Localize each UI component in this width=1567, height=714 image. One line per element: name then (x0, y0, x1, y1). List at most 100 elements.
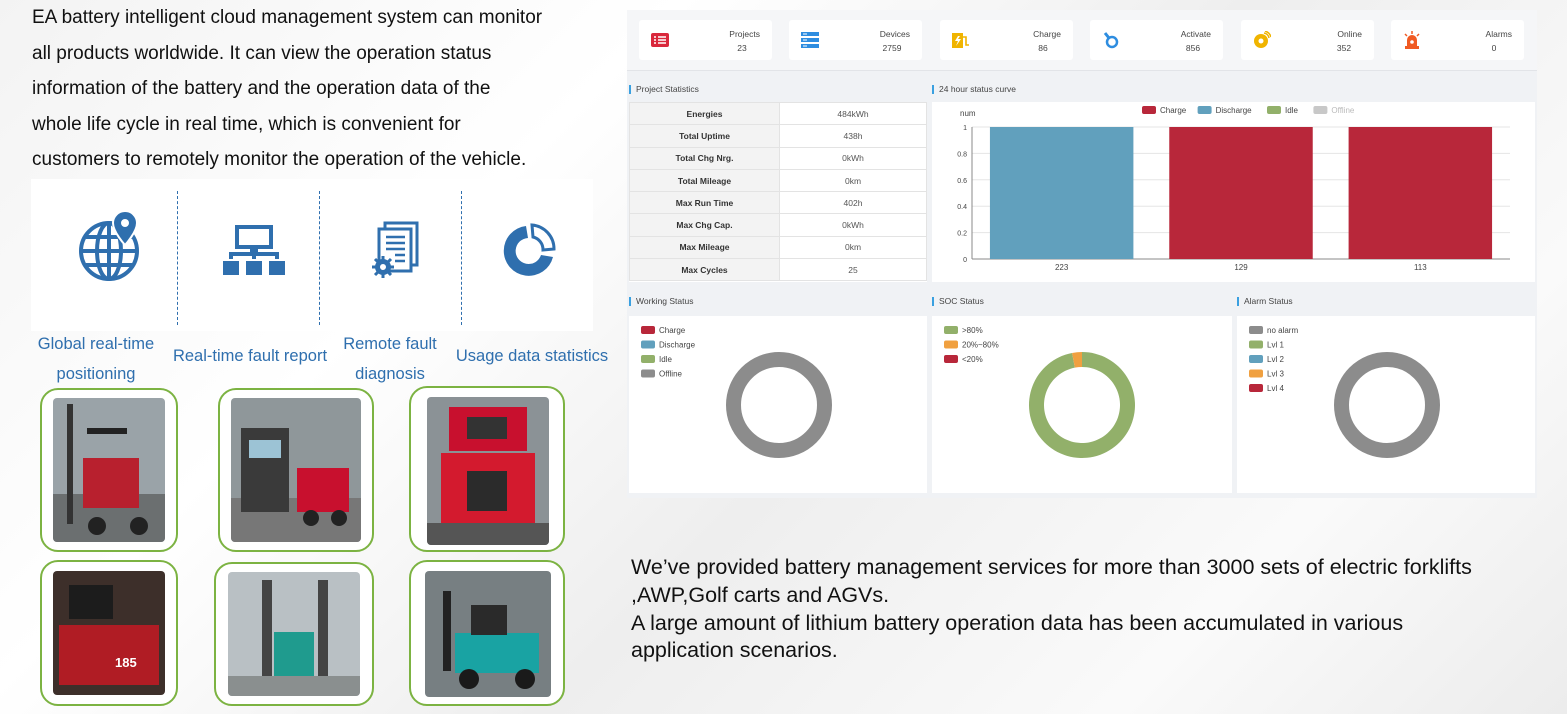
stat-row-value: 25 (779, 258, 927, 282)
photo-forklift-4 (409, 560, 565, 706)
stat-row-value: 0kWh (779, 146, 927, 170)
legend-label: Lvl 2 (1267, 355, 1284, 364)
stat-value: 23 (737, 43, 747, 53)
intro-line: all products worldwide. It can view the … (32, 42, 492, 64)
stat-row: Total Chg Nrg. 0kWh (629, 146, 927, 170)
legend-label: Lvl 4 (1267, 384, 1284, 393)
bottom-paragraph: A large amount of lithium battery operat… (631, 610, 1404, 663)
stat-card-alarms[interactable]: Alarms 0 (1391, 20, 1524, 60)
legend-swatch (944, 326, 958, 334)
stat-row-key: Total Mileage (629, 168, 780, 193)
stat-value: 352 (1336, 43, 1352, 53)
stat-value: 2759 (882, 43, 902, 53)
stat-row-key: Energies (629, 101, 780, 126)
stat-card-devices[interactable]: Devices 2759 (789, 20, 922, 60)
stat-row-key: Max Chg Cap. (629, 213, 780, 237)
stat-label: Projects (729, 29, 760, 39)
feature-label-line: Real-time fault report (172, 347, 328, 365)
y-tick-label: 0.6 (957, 178, 967, 185)
stat-row-key: Total Uptime (629, 124, 780, 148)
document-gear-icon (372, 221, 419, 278)
stat-row: Max Run Time 402h (629, 191, 927, 215)
status-curve-svg: num Charge Discharge Idle Offline 1 0.8 0.6 0.4 0… (957, 106, 1510, 272)
legend-label: Discharge (1216, 106, 1253, 115)
divider (177, 191, 178, 325)
stat-row: Total Mileage 0km (629, 168, 927, 193)
stat-label: Charge (1033, 29, 1061, 39)
y-tick-label: 1 (963, 125, 967, 132)
alarm-status-panel: no alarm Lvl 1 Lvl 2 Lvl 3 Lvl 4 (1237, 316, 1535, 493)
legend-label: Charge (659, 326, 686, 335)
y-tick-label: 0.4 (957, 204, 967, 211)
stat-value: 856 (1185, 43, 1201, 53)
legend-label: Charge (1160, 106, 1187, 115)
alarm-status-title: Alarm Status (1237, 297, 1293, 306)
divider (461, 191, 462, 325)
y-tick-label: 0.2 (957, 231, 967, 238)
status-curve-title: 24 hour status curve (932, 85, 1016, 94)
photo-reach-truck (214, 562, 374, 706)
working-status-donut: Charge Discharge Idle Offline (641, 326, 832, 458)
working-status-panel: Charge Discharge Idle Offline (629, 316, 927, 493)
y-tick-label: 0.8 (957, 151, 967, 158)
legend-label: 20%~80% (962, 341, 999, 350)
legend-label: Discharge (659, 341, 696, 350)
stat-row: Max Chg Cap. 0kWh (629, 213, 927, 237)
intro-line: EA battery intelligent cloud management … (32, 7, 543, 28)
status-curve-chart: num Charge Discharge Idle Offline 1 0.8 0.6 0.4 0… (932, 102, 1535, 282)
donut-slice (726, 352, 832, 458)
photo-pallet-truck (218, 388, 374, 552)
svg-text:185: 185 (115, 655, 137, 670)
legend-label: Lvl 3 (1267, 370, 1284, 379)
stat-row-key: Max Run Time (629, 191, 780, 215)
stat-row-value: 402h (779, 191, 927, 215)
legend-swatch (1313, 106, 1328, 114)
stat-label: Activate (1180, 29, 1211, 39)
stat-row: Max Cycles 25 (629, 258, 927, 282)
feature-label-line: Usage data statistics (455, 347, 609, 365)
x-tick-label: 223 (1055, 263, 1069, 272)
bar (989, 127, 1134, 259)
feature-label-line: Remote fault (343, 335, 437, 353)
x-tick-label: 113 (1414, 263, 1427, 272)
legend-label: >80% (962, 326, 983, 335)
stat-row-value: 0km (779, 235, 927, 260)
legend-swatch (1249, 340, 1263, 349)
legend-label: Idle (659, 355, 672, 364)
intro-line: customers to remotely monitor the operat… (32, 149, 527, 171)
legend-swatch (641, 340, 655, 349)
soc-status-title: SOC Status (932, 297, 984, 306)
stat-row-value: 0kWh (779, 213, 927, 237)
activate-icon (1103, 32, 1119, 49)
stat-card-charge[interactable]: Charge 86 (940, 20, 1073, 60)
donut-slice (1029, 352, 1135, 458)
photo-forklift-3: 185 (40, 560, 178, 706)
charge-icon (952, 33, 969, 48)
donut-slice (1334, 352, 1440, 458)
feature-label-line: positioning (56, 365, 136, 383)
stat-row-value: 0km (779, 168, 927, 193)
stat-card-activate[interactable]: Activate 856 (1090, 20, 1223, 60)
bar (1348, 127, 1493, 259)
stat-row: Total Uptime 438h (629, 124, 927, 148)
legend-swatch (641, 369, 655, 378)
donut-slice (1072, 352, 1082, 368)
feature-label-usage: Usage data statistics (452, 341, 612, 371)
feature-label-diagnosis: Remote fault diagnosis (334, 329, 446, 389)
feature-label-positioning: Global real-time positioning (30, 329, 162, 389)
bottom-text: We’ve provided battery management servic… (631, 554, 1491, 665)
globe-pin-icon (79, 209, 139, 281)
dashboard: Projects 23 Devices 2759 Charge 86 Activ… (627, 10, 1537, 498)
legend-swatch (1249, 326, 1263, 334)
stat-row-value: 484kWh (779, 101, 927, 126)
legend-swatch (944, 340, 958, 349)
legend-swatch (944, 355, 958, 363)
stat-card-online[interactable]: Online 352 (1241, 20, 1374, 60)
legend-swatch (1267, 106, 1281, 114)
stat-row-key: Max Cycles (629, 258, 780, 282)
alarm-status-donut: no alarm Lvl 1 Lvl 2 Lvl 3 Lvl 4 (1249, 326, 1440, 458)
stat-card-projects[interactable]: Projects 23 (639, 20, 772, 60)
y-tick-label: 0 (963, 257, 967, 264)
online-icon (1254, 31, 1271, 48)
stat-label: Online (1337, 29, 1362, 39)
